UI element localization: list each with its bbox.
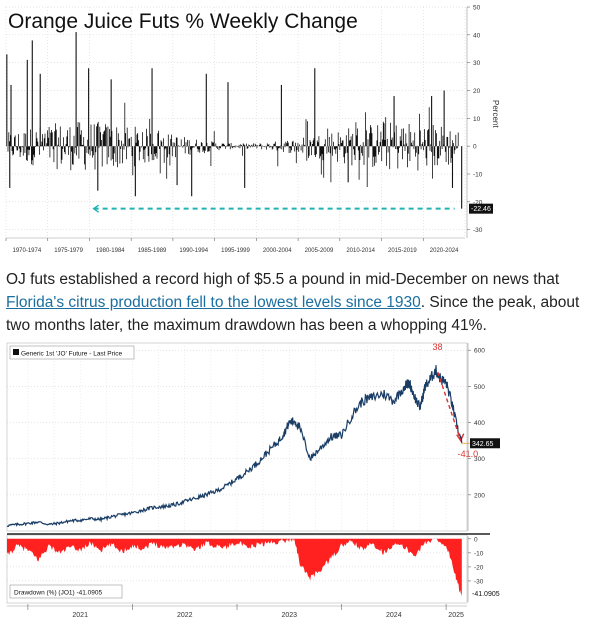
x-axis: 1970-1974 1975-1979 1980-1984 1985-1989 1990… (5, 237, 465, 254)
drawdown-legend-label: Drawdown (%) (JO1) -41.0905 (14, 590, 103, 597)
price-last-value-label: 342.65 (472, 441, 494, 448)
price-y-tick-label: 400 (474, 420, 485, 427)
drawdown-y-tick-label: -30 (474, 578, 484, 585)
article-text-after: . Since the peak, about two months later… (6, 294, 580, 334)
article-text-before: OJ futs established a record high of $5.… (6, 271, 560, 288)
price-y-tick-label: 600 (474, 348, 485, 355)
time-x-tick-label: 2025 (448, 612, 464, 619)
y-tick-label: -20 (473, 199, 483, 206)
y-tick-label: 30 (473, 60, 481, 67)
drawdown-y-tick-label: -10 (474, 550, 484, 557)
time-x-tick-label: 2022 (177, 612, 193, 619)
y-tick-label: -30 (473, 227, 483, 234)
drawdown-legend: Drawdown (%) (JO1) -41.0905 (9, 584, 123, 599)
price-legend-label: Generic 1st 'JO' Future - Last Price (21, 351, 122, 358)
time-x-axis: 2021 2022 2023 2024 2025 (7, 604, 467, 619)
time-x-tick-label: 2023 (281, 612, 297, 619)
article-paragraph: OJ futs established a record high of $5.… (6, 268, 594, 337)
time-x-tick-label: 2024 (386, 612, 402, 619)
price-y-tick-label: 200 (474, 492, 485, 499)
price-series-line (6, 365, 463, 528)
price-y-tick-label: 300 (474, 456, 485, 463)
drawdown-y-tick-label: 0 (474, 536, 478, 543)
legend-swatch (13, 349, 19, 355)
weekly-change-bars (7, 102, 459, 187)
y-tick-label: -10 (473, 171, 483, 178)
x-tick-label: 2000-2004 (263, 248, 292, 254)
last-value-label: -22.46 (471, 206, 491, 213)
weekly-change-noise (7, 102, 459, 187)
y-axis: 50 40 30 20 10 0 -10 -20 -30 (466, 5, 483, 238)
drawdown-y-axis: 0 -10 -20 -30 (467, 536, 484, 602)
y-axis-label: Percent (491, 100, 500, 128)
price-legend: Generic 1st 'JO' Future - Last Price (9, 345, 135, 360)
x-tick-label: 1975-1979 (54, 248, 83, 254)
x-tick-label: 2005-2009 (305, 248, 334, 254)
x-tick-label: 1970-1974 (13, 248, 42, 254)
florida-citrus-link[interactable]: Florida's citrus production fell to the … (6, 294, 421, 311)
y-tick-label: 0 (473, 144, 477, 151)
price-y-tick-label: 500 (474, 384, 485, 391)
price-last-value-tag: 342.65 (470, 438, 500, 449)
annotation-38: 38 (433, 342, 443, 352)
x-tick-label: 1985-1989 (138, 248, 167, 254)
drawdown-area (7, 538, 462, 597)
x-tick-label: 1980-1984 (96, 248, 125, 254)
x-tick-label: 1990-1994 (179, 248, 208, 254)
chart-title: Orange Juice Futs % Weekly Change (8, 10, 358, 33)
price-drawdown-chart: Generic 1st 'JO' Future - Last Price 38 … (6, 342, 500, 619)
x-tick-label: 2010-2014 (346, 248, 375, 254)
drawdown-last-value-label: -41.0905 (472, 591, 500, 598)
drawdown-arrow (437, 371, 462, 441)
time-x-tick-label: 2021 (72, 612, 88, 619)
x-tick-label: 2015-2019 (388, 248, 417, 254)
chart-gridlines (5, 6, 466, 238)
y-tick-label: 50 (473, 5, 481, 12)
y-tick-label: 20 (473, 88, 481, 95)
y-tick-label: 10 (473, 116, 481, 123)
x-tick-label: 2020-2024 (430, 248, 459, 254)
weekly-change-chart: Orange Juice Futs % Weekly Change 50 40 30… (5, 5, 500, 254)
drawdown-panel-frame (6, 534, 468, 604)
price-y-axis: 200 300 400 500 600 (467, 343, 485, 531)
last-value-tag: -22.46 (469, 203, 493, 214)
price-gridlines (7, 343, 467, 531)
weekly-change-spikes (6, 32, 463, 213)
x-tick-label: 1995-1999 (221, 248, 250, 254)
y-tick-label: 40 (473, 32, 481, 39)
drawdown-y-tick-label: -20 (474, 564, 484, 571)
